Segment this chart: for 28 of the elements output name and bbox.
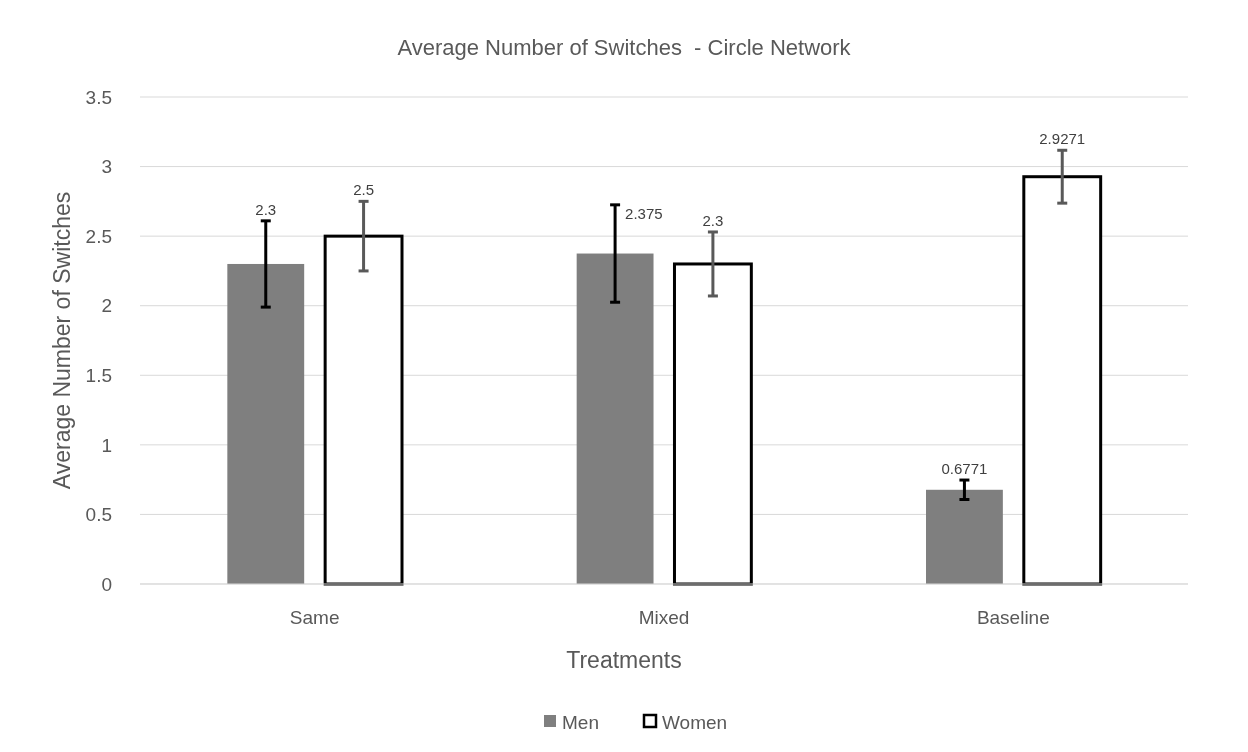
data-label: 2.5	[353, 181, 374, 199]
chart-title: Average Number of Switches - Circle Network	[397, 35, 852, 60]
y-tick-label: 3.5	[85, 86, 112, 108]
legend-label: Men	[562, 711, 599, 733]
bar	[227, 263, 305, 584]
bar	[1022, 175, 1103, 586]
data-label: 0.6771	[941, 460, 988, 478]
bar	[323, 234, 404, 586]
y-tick-label: 1.5	[85, 364, 112, 386]
bar	[672, 262, 753, 586]
y-tick-label: 2	[101, 295, 112, 317]
y-tick-label: 0	[101, 573, 112, 595]
y-axis-title: Average Number of Switches	[49, 191, 75, 490]
y-tick-label: 3	[101, 156, 112, 178]
data-label: 2.9271	[1039, 130, 1086, 148]
data-label: 2.3	[702, 211, 724, 229]
data-label: 2.375	[625, 204, 663, 222]
bar	[926, 489, 1003, 584]
y-tick-label: 0.5	[85, 504, 112, 526]
data-label: 2.3	[255, 200, 277, 218]
x-axis-title: Treatments	[566, 647, 682, 673]
y-tick-label: 2.5	[85, 225, 112, 247]
y-tick-label: 1	[101, 434, 112, 456]
x-tick-label: Baseline	[976, 607, 1050, 628]
legend-label: Women	[662, 711, 728, 733]
x-tick-label: Mixed	[638, 607, 690, 628]
bar	[576, 253, 654, 584]
x-tick-label: Same	[289, 607, 340, 628]
